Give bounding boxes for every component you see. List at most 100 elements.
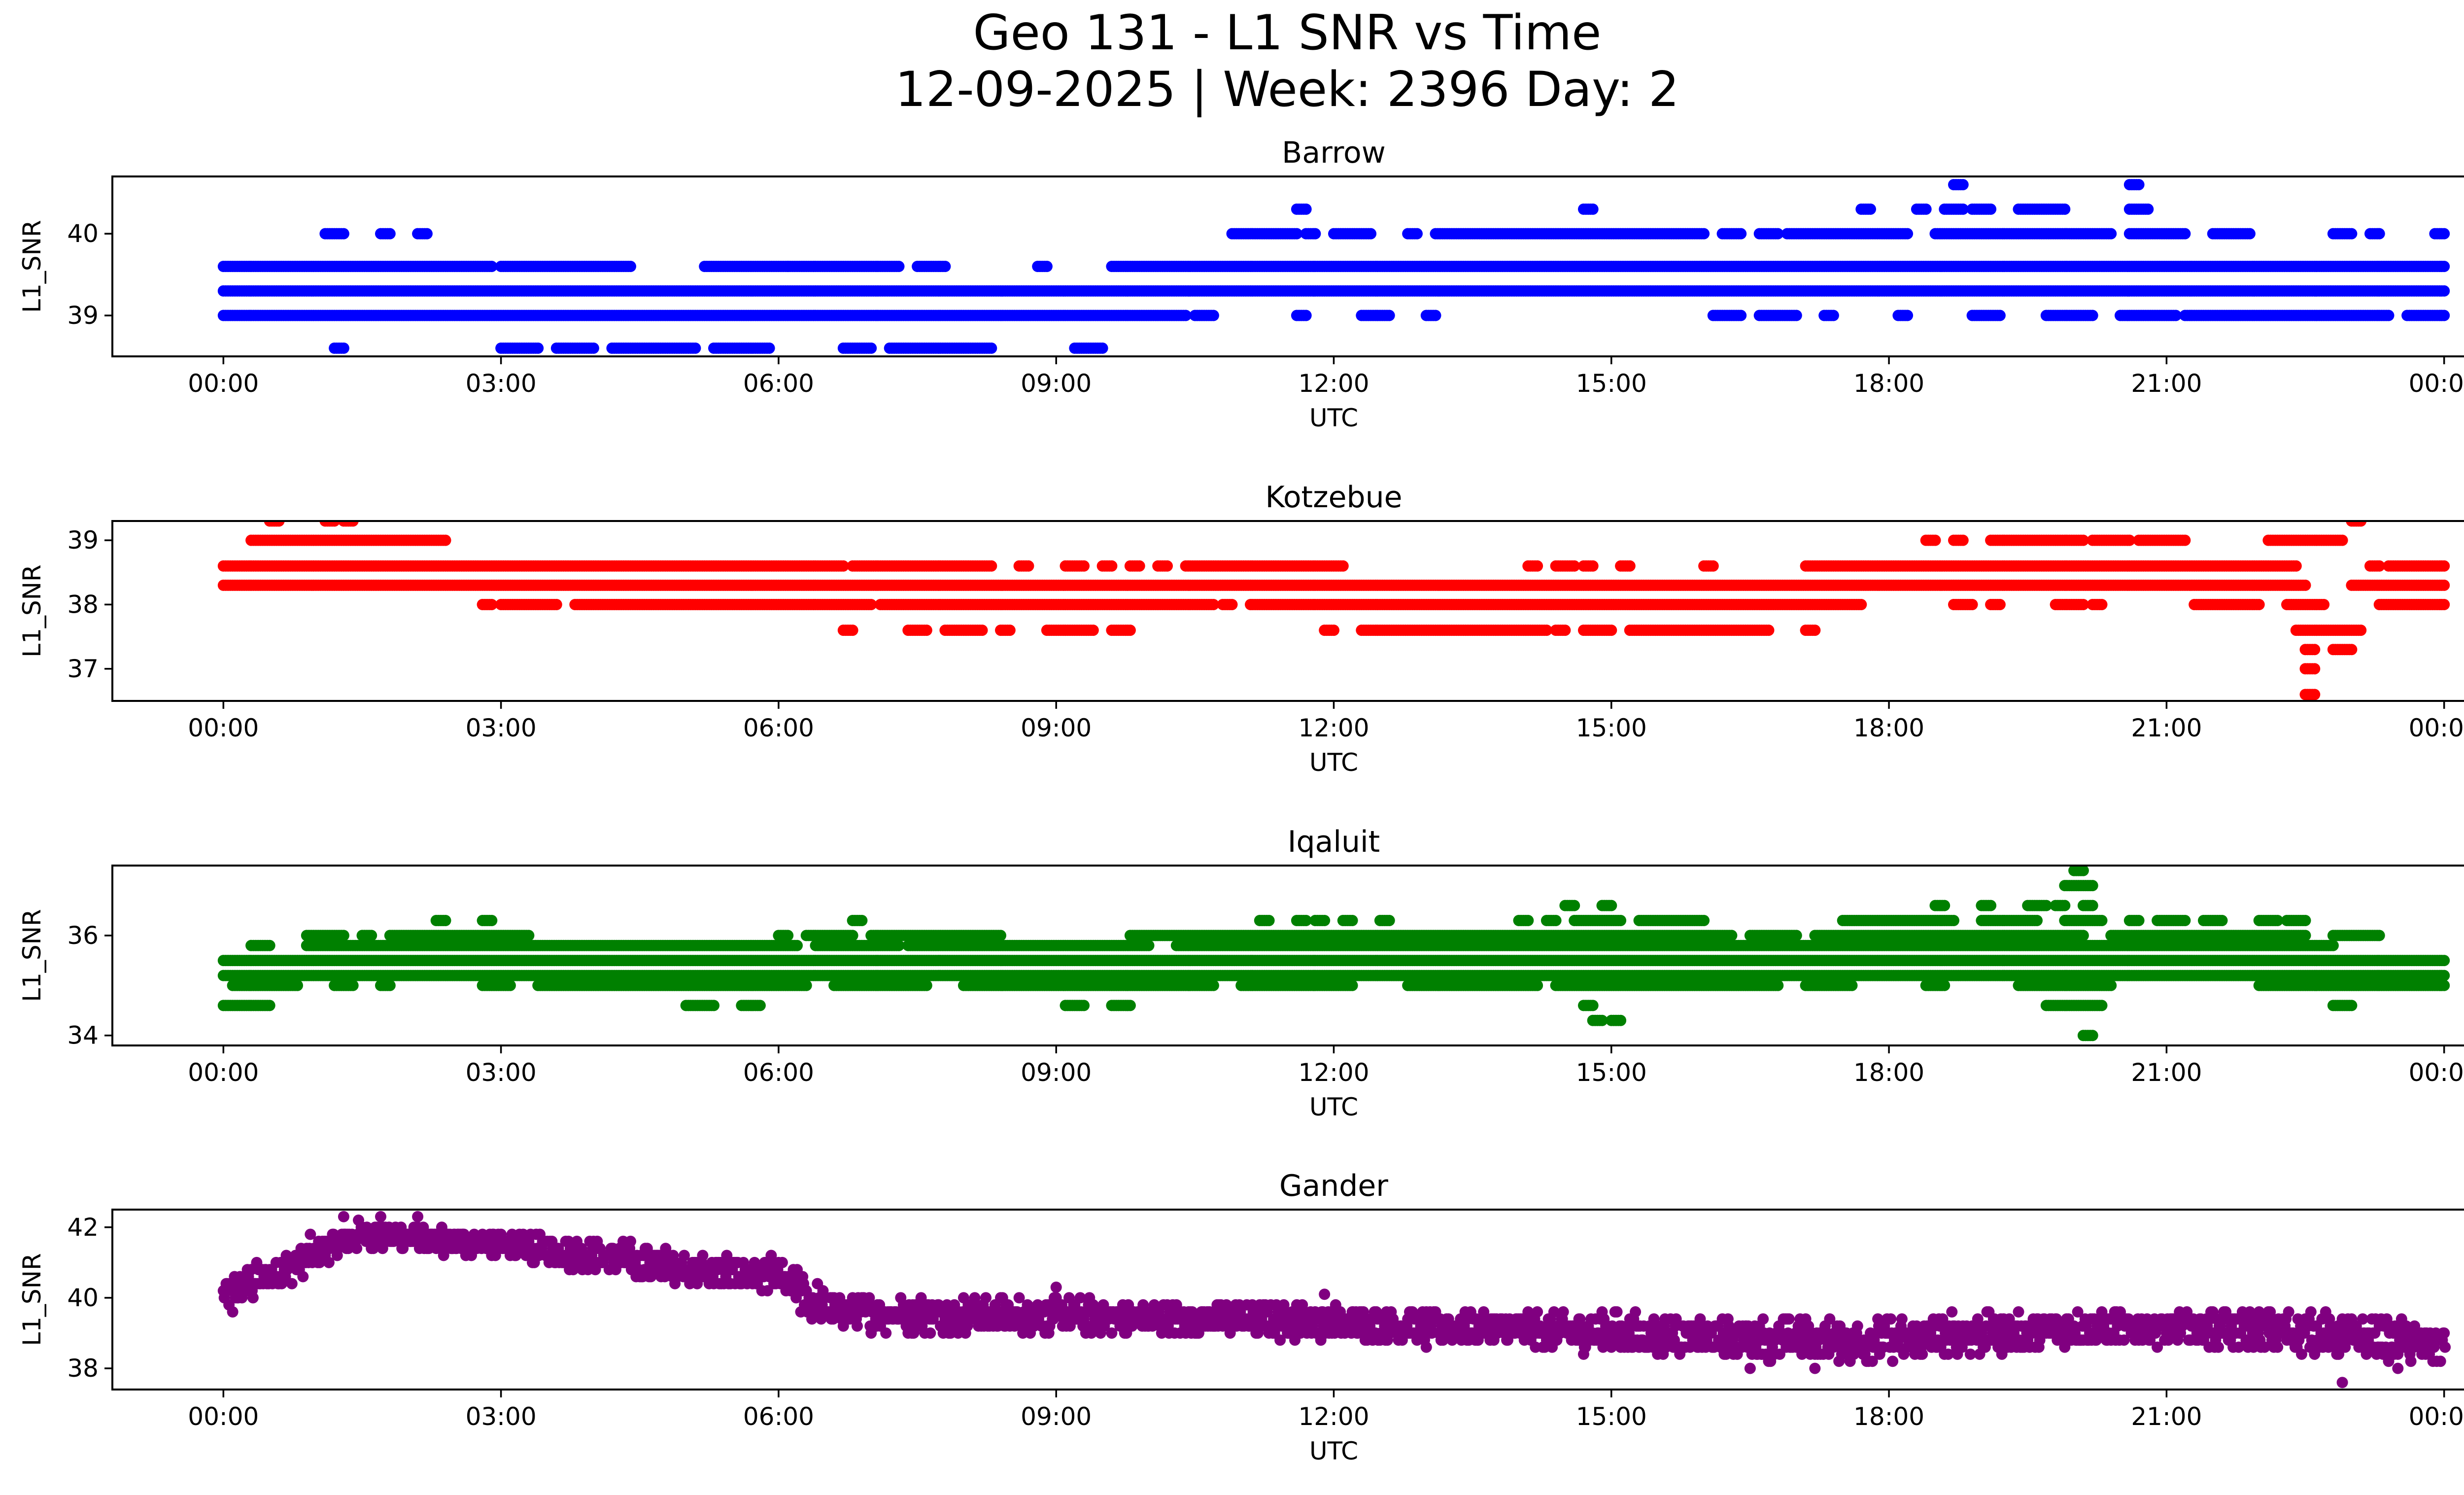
series-40 bbox=[319, 228, 2450, 240]
data-point bbox=[2299, 579, 2311, 591]
series-38-6 bbox=[217, 560, 2450, 572]
data-point bbox=[1383, 310, 1395, 321]
data-point bbox=[1078, 560, 1090, 572]
x-tick-label: 00:00 bbox=[2409, 369, 2464, 398]
data-point bbox=[1902, 228, 1914, 240]
data-point bbox=[1735, 228, 1747, 240]
data-point bbox=[1133, 560, 1145, 572]
data-point bbox=[338, 342, 349, 354]
data-point bbox=[1532, 560, 1543, 572]
data-point bbox=[2105, 228, 2117, 240]
data-point bbox=[1291, 228, 1302, 240]
data-point bbox=[2438, 560, 2450, 572]
data-point bbox=[1300, 310, 1312, 321]
data-point bbox=[625, 261, 636, 272]
data-point bbox=[1430, 310, 1441, 321]
data-point bbox=[1698, 228, 1710, 240]
x-tick-label: 00:00 bbox=[188, 369, 259, 398]
data-point bbox=[986, 560, 997, 572]
data-point bbox=[1957, 203, 1969, 215]
data-point bbox=[2438, 261, 2450, 272]
series-39 bbox=[217, 310, 2450, 321]
data-point bbox=[532, 342, 544, 354]
subplot-title: Kotzebue bbox=[1265, 480, 1402, 515]
data-point bbox=[2179, 228, 2191, 240]
data-point bbox=[1587, 203, 1599, 215]
data-point bbox=[986, 342, 997, 354]
data-point bbox=[486, 261, 498, 272]
data-point bbox=[2059, 203, 2071, 215]
data-point bbox=[2383, 310, 2395, 321]
x-tick-label: 09:00 bbox=[1021, 369, 1092, 398]
data-point bbox=[2142, 203, 2154, 215]
series-40-6 bbox=[1948, 179, 2145, 191]
data-point bbox=[1337, 560, 1349, 572]
data-point bbox=[1772, 228, 1784, 240]
figure-title-line1: Geo 131 - L1 SNR vs Time bbox=[973, 5, 1602, 61]
data-point bbox=[2346, 228, 2358, 240]
data-point bbox=[1309, 228, 1321, 240]
data-point bbox=[1902, 310, 1914, 321]
data-point bbox=[1300, 203, 1312, 215]
data-point bbox=[1365, 228, 1377, 240]
y-axis-label: L1_SNR bbox=[18, 220, 46, 313]
data-points bbox=[217, 179, 2450, 354]
data-point bbox=[2438, 310, 2450, 321]
data-point bbox=[2438, 579, 2450, 591]
x-tick-label: 21:00 bbox=[2131, 369, 2202, 398]
data-point bbox=[550, 599, 562, 610]
y-tick-label: 40 bbox=[67, 219, 99, 248]
series-38-3 bbox=[217, 579, 2450, 591]
series-40-3 bbox=[1291, 203, 2154, 215]
series-39-3 bbox=[217, 285, 2450, 297]
x-tick-label: 03:00 bbox=[466, 369, 537, 398]
data-point bbox=[338, 228, 349, 240]
data-point bbox=[1624, 560, 1636, 572]
data-point bbox=[939, 261, 951, 272]
data-point bbox=[1865, 203, 1876, 215]
data-point bbox=[1920, 203, 1932, 215]
data-point bbox=[1735, 310, 1747, 321]
series-39-6 bbox=[217, 261, 2450, 272]
data-point bbox=[2133, 179, 2145, 191]
data-point bbox=[1096, 342, 1108, 354]
data-point bbox=[1162, 560, 1173, 572]
data-point bbox=[1957, 179, 1969, 191]
data-point bbox=[1106, 560, 1118, 572]
data-point bbox=[1411, 228, 1423, 240]
data-point bbox=[893, 261, 905, 272]
data-point bbox=[1587, 560, 1599, 572]
data-point bbox=[2373, 228, 2385, 240]
data-point bbox=[763, 342, 775, 354]
data-point bbox=[865, 342, 877, 354]
data-point bbox=[1985, 203, 1997, 215]
y-tick-label: 39 bbox=[67, 301, 99, 330]
data-points bbox=[217, 521, 2450, 700]
data-point bbox=[1994, 310, 2006, 321]
subplot-title: Barrow bbox=[1282, 136, 1386, 170]
data-point bbox=[587, 342, 599, 354]
x-tick-label: 06:00 bbox=[743, 369, 814, 398]
data-point bbox=[689, 342, 701, 354]
data-point bbox=[1041, 261, 1053, 272]
data-point bbox=[384, 228, 396, 240]
data-point bbox=[1790, 310, 1802, 321]
figure-title-line2: 12-09-2025 | Week: 2396 Day: 2 bbox=[895, 62, 1679, 118]
data-point bbox=[2438, 285, 2450, 297]
x-tick-label: 12:00 bbox=[1298, 369, 1369, 398]
x-tick-label: 18:00 bbox=[1853, 369, 1924, 398]
data-point bbox=[2087, 310, 2098, 321]
data-point bbox=[2170, 310, 2182, 321]
data-point bbox=[1827, 310, 1839, 321]
data-point bbox=[2244, 228, 2256, 240]
data-point bbox=[421, 228, 433, 240]
data-point bbox=[1207, 310, 1219, 321]
data-point bbox=[2290, 560, 2302, 572]
data-point bbox=[1707, 560, 1719, 572]
data-point bbox=[1180, 310, 1192, 321]
